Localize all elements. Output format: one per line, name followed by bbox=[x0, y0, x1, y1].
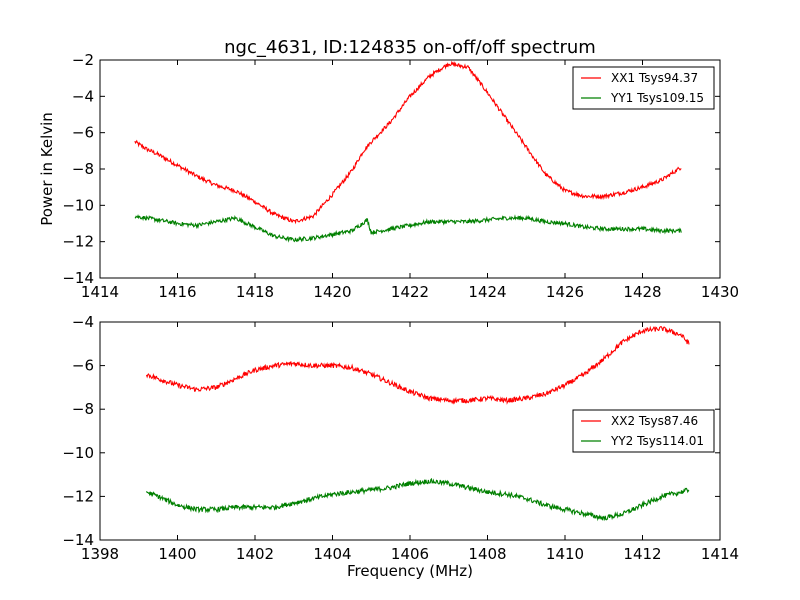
x-axis-label: Frequency (MHz) bbox=[347, 562, 473, 580]
y-tick-label: −14 bbox=[62, 531, 94, 549]
bottom-panel-legend: XX2 Tsys87.46 YY2 Tsys114.01 bbox=[572, 409, 715, 453]
top-panel-legend: XX1 Tsys94.37 YY1 Tsys109.15 bbox=[572, 66, 715, 110]
y-tick-label: −4 bbox=[72, 87, 94, 105]
y-axis-label: Power in Kelvin bbox=[38, 112, 56, 226]
y-tick-label: −6 bbox=[72, 124, 94, 142]
y-tick-label: −10 bbox=[62, 196, 94, 214]
y-tick-label: −12 bbox=[62, 233, 94, 251]
x-tick-label: 1418 bbox=[236, 283, 274, 301]
x-tick-label: 1410 bbox=[546, 545, 584, 563]
x-tick-label: 1420 bbox=[313, 283, 351, 301]
y-tick-label: −4 bbox=[72, 313, 94, 331]
y-tick-label: −8 bbox=[72, 400, 94, 418]
top-panel-frame bbox=[99, 59, 721, 279]
x-tick-label: 1398 bbox=[81, 545, 119, 563]
x-tick-label: 1402 bbox=[236, 545, 274, 563]
x-tick-label: 1422 bbox=[391, 283, 429, 301]
x-tick-label: 1414 bbox=[81, 283, 119, 301]
x-tick-label: 1430 bbox=[701, 283, 739, 301]
y-tick-label: −6 bbox=[72, 357, 94, 375]
bottom-panel: Frequency (MHz) 1398 1400 1402 1404 1406 1408… bbox=[62, 313, 739, 580]
y-tick-label: −10 bbox=[62, 444, 94, 462]
x-tick-label: 1400 bbox=[158, 545, 196, 563]
y-tick-label: −2 bbox=[72, 51, 94, 69]
legend-entry: YY1 Tsys109.15 bbox=[610, 91, 704, 105]
top-panel-ticks: 1414 1416 1418 1420 1422 1424 1426 1428 1430 −14 −… bbox=[62, 51, 739, 301]
top-panel-lines bbox=[134, 60, 682, 243]
x-tick-label: 1426 bbox=[546, 283, 584, 301]
top-panel: ngc_4631, ID:124835 on-off/off spectrum … bbox=[38, 37, 739, 301]
x-tick-label: 1408 bbox=[468, 545, 506, 563]
x-tick-label: 1424 bbox=[468, 283, 506, 301]
bottom-panel-frame bbox=[99, 321, 721, 541]
x-tick-label: 1406 bbox=[391, 545, 429, 563]
x-tick-label: 1412 bbox=[623, 545, 661, 563]
x-tick-label: 1414 bbox=[701, 545, 739, 563]
series-line-2 bbox=[146, 477, 690, 522]
legend-entry: XX1 Tsys94.37 bbox=[611, 71, 698, 85]
series-line-1 bbox=[134, 60, 682, 225]
legend-entry: YY2 Tsys114.01 bbox=[610, 434, 704, 448]
y-tick-label: −12 bbox=[62, 487, 94, 505]
bottom-panel-ticks: 1398 1400 1402 1404 1406 1408 1410 1412 1414 −14 −… bbox=[62, 313, 739, 563]
y-tick-label: −8 bbox=[72, 160, 94, 178]
chart-title: ngc_4631, ID:124835 on-off/off spectrum bbox=[224, 37, 596, 58]
x-tick-label: 1416 bbox=[158, 283, 196, 301]
bottom-panel-lines bbox=[145, 325, 690, 522]
y-tick-label: −14 bbox=[62, 269, 94, 287]
x-tick-label: 1428 bbox=[623, 283, 661, 301]
legend-box bbox=[572, 409, 715, 453]
series-line-1 bbox=[145, 325, 690, 405]
series-line-2 bbox=[134, 214, 682, 243]
x-tick-label: 1404 bbox=[313, 545, 351, 563]
legend-box bbox=[572, 66, 715, 110]
legend-entry: XX2 Tsys87.46 bbox=[611, 414, 698, 428]
